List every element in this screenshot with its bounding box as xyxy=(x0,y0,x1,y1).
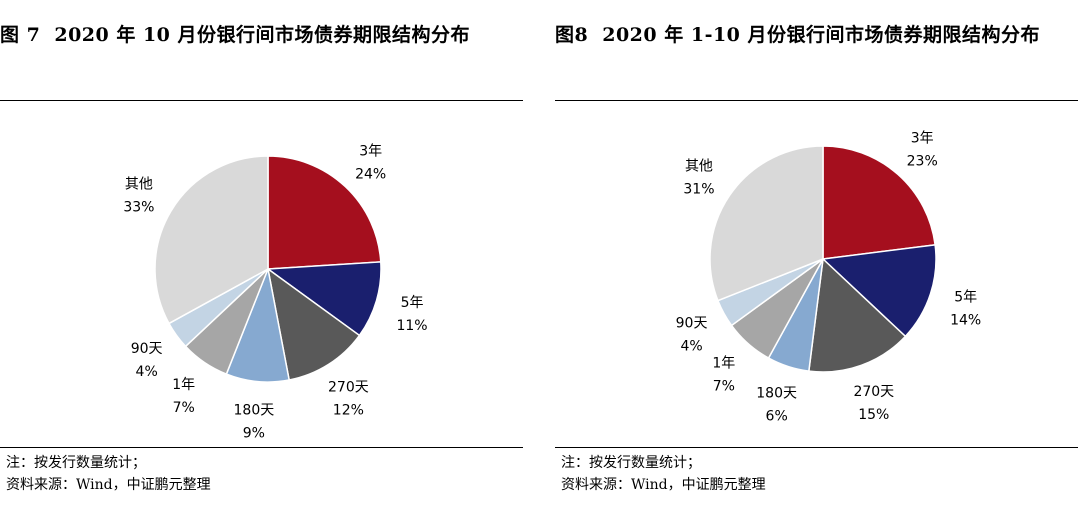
source-text: 资料来源：Wind，中证鹏元整理 xyxy=(6,477,211,493)
figure-title: 图 7 2020 年 10 月份银行间市场债券期限结构分布 xyxy=(0,8,520,62)
slice-category-3y: 3年 xyxy=(911,130,934,146)
slice-category-1y: 1年 xyxy=(172,377,195,393)
pie-slice-5y xyxy=(821,243,937,338)
chart-notes: 注：按发行数量统计； 资料来源：Wind，中证鹏元整理 xyxy=(561,452,766,496)
slice-percent-180d: 6% xyxy=(766,409,788,425)
slice-label-90d: 90天 4% xyxy=(676,315,708,354)
pie-chart-oct: 3年 24%5年 11%270天 12%180天 9%1年 7%90天 4%其他 33% xyxy=(123,144,427,442)
slice-percent-1y: 7% xyxy=(713,379,735,395)
slice-label-180d: 180天 9% xyxy=(234,402,275,441)
slice-label-other: 其他 31% xyxy=(683,159,714,198)
slice-category-3y: 3年 xyxy=(359,144,382,160)
slice-category-270d: 270天 xyxy=(853,384,894,400)
title-divider xyxy=(0,100,523,101)
slice-label-90d: 90天 4% xyxy=(131,341,163,380)
title-divider xyxy=(555,100,1078,101)
slice-label-5y: 5年 14% xyxy=(950,289,981,328)
note-text: 注：按发行数量统计； xyxy=(6,455,146,471)
slice-label-5y: 5年 11% xyxy=(396,295,427,334)
figure-8-panel: 图8 2020 年 1-10 月份银行间市场债券期限结构分布 3年 23% 5年 14%… xyxy=(555,0,1080,505)
slice-label-180d: 180天 6% xyxy=(756,386,797,425)
slice-label-other: 其他 33% xyxy=(123,177,154,216)
pie-slice-other xyxy=(709,145,824,302)
figure-label: 图8 xyxy=(555,24,589,46)
slice-percent-270d: 12% xyxy=(333,403,364,419)
pie-slice-other xyxy=(154,155,269,325)
slice-percent-90d: 4% xyxy=(136,364,158,380)
pie-chart-jan-oct: 3年 23%5年 14%270天 15%180天 6%1年 7%90天 4%其他 31% xyxy=(676,130,982,425)
slice-percent-3y: 23% xyxy=(907,153,938,169)
figure-title-text: 2020 年 10 月份银行间市场债券期限结构分布 xyxy=(54,24,471,46)
note-text: 注：按发行数量统计； xyxy=(561,455,701,471)
slice-category-180d: 180天 xyxy=(756,386,797,402)
slice-category-other: 其他 xyxy=(125,177,153,193)
slice-category-90d: 90天 xyxy=(676,315,708,331)
slice-label-3y: 3年 24% xyxy=(355,144,386,183)
slice-percent-270d: 15% xyxy=(858,407,889,423)
slice-label-270d: 270天 12% xyxy=(328,380,369,419)
slice-percent-3y: 24% xyxy=(355,167,386,183)
slice-category-180d: 180天 xyxy=(234,402,275,418)
slice-percent-other: 33% xyxy=(123,200,154,216)
pie-slice-270d xyxy=(807,257,907,373)
pie-slice-3y xyxy=(822,145,936,260)
slice-percent-5y: 14% xyxy=(950,312,981,328)
chart-notes: 注：按发行数量统计； 资料来源：Wind，中证鹏元整理 xyxy=(6,452,211,496)
slice-category-other: 其他 xyxy=(685,159,713,175)
slice-category-1y: 1年 xyxy=(712,356,735,372)
slice-percent-90d: 4% xyxy=(680,338,702,354)
slice-label-1y: 1年 7% xyxy=(712,356,735,395)
source-text: 资料来源：Wind，中证鹏元整理 xyxy=(561,477,766,493)
slice-percent-180d: 9% xyxy=(243,425,265,441)
slice-label-270d: 270天 15% xyxy=(853,384,894,423)
notes-divider xyxy=(0,447,523,448)
slice-label-1y: 1年 7% xyxy=(172,377,195,416)
slice-percent-other: 31% xyxy=(683,182,714,198)
figure-label: 图 7 xyxy=(0,24,41,46)
pie-slice-5y xyxy=(265,261,382,337)
slice-percent-5y: 11% xyxy=(396,318,427,334)
notes-divider xyxy=(555,447,1078,448)
pie-slice-270d xyxy=(266,267,361,381)
pie-slice-3y xyxy=(267,155,382,270)
slice-category-90d: 90天 xyxy=(131,341,163,357)
slice-category-5y: 5年 xyxy=(401,295,424,311)
slice-category-5y: 5年 xyxy=(954,289,977,305)
figure-title-text: 2020 年 1-10 月份银行间市场债券期限结构分布 xyxy=(602,24,1041,46)
figure-title: 图8 2020 年 1-10 月份银行间市场债券期限结构分布 xyxy=(555,8,1075,62)
slice-label-3y: 3年 23% xyxy=(907,130,938,169)
slice-percent-1y: 7% xyxy=(173,400,195,416)
figure-7-panel: 图 7 2020 年 10 月份银行间市场债券期限结构分布 3年 24% 5年 11% 2… xyxy=(0,0,525,505)
slice-category-270d: 270天 xyxy=(328,380,369,396)
